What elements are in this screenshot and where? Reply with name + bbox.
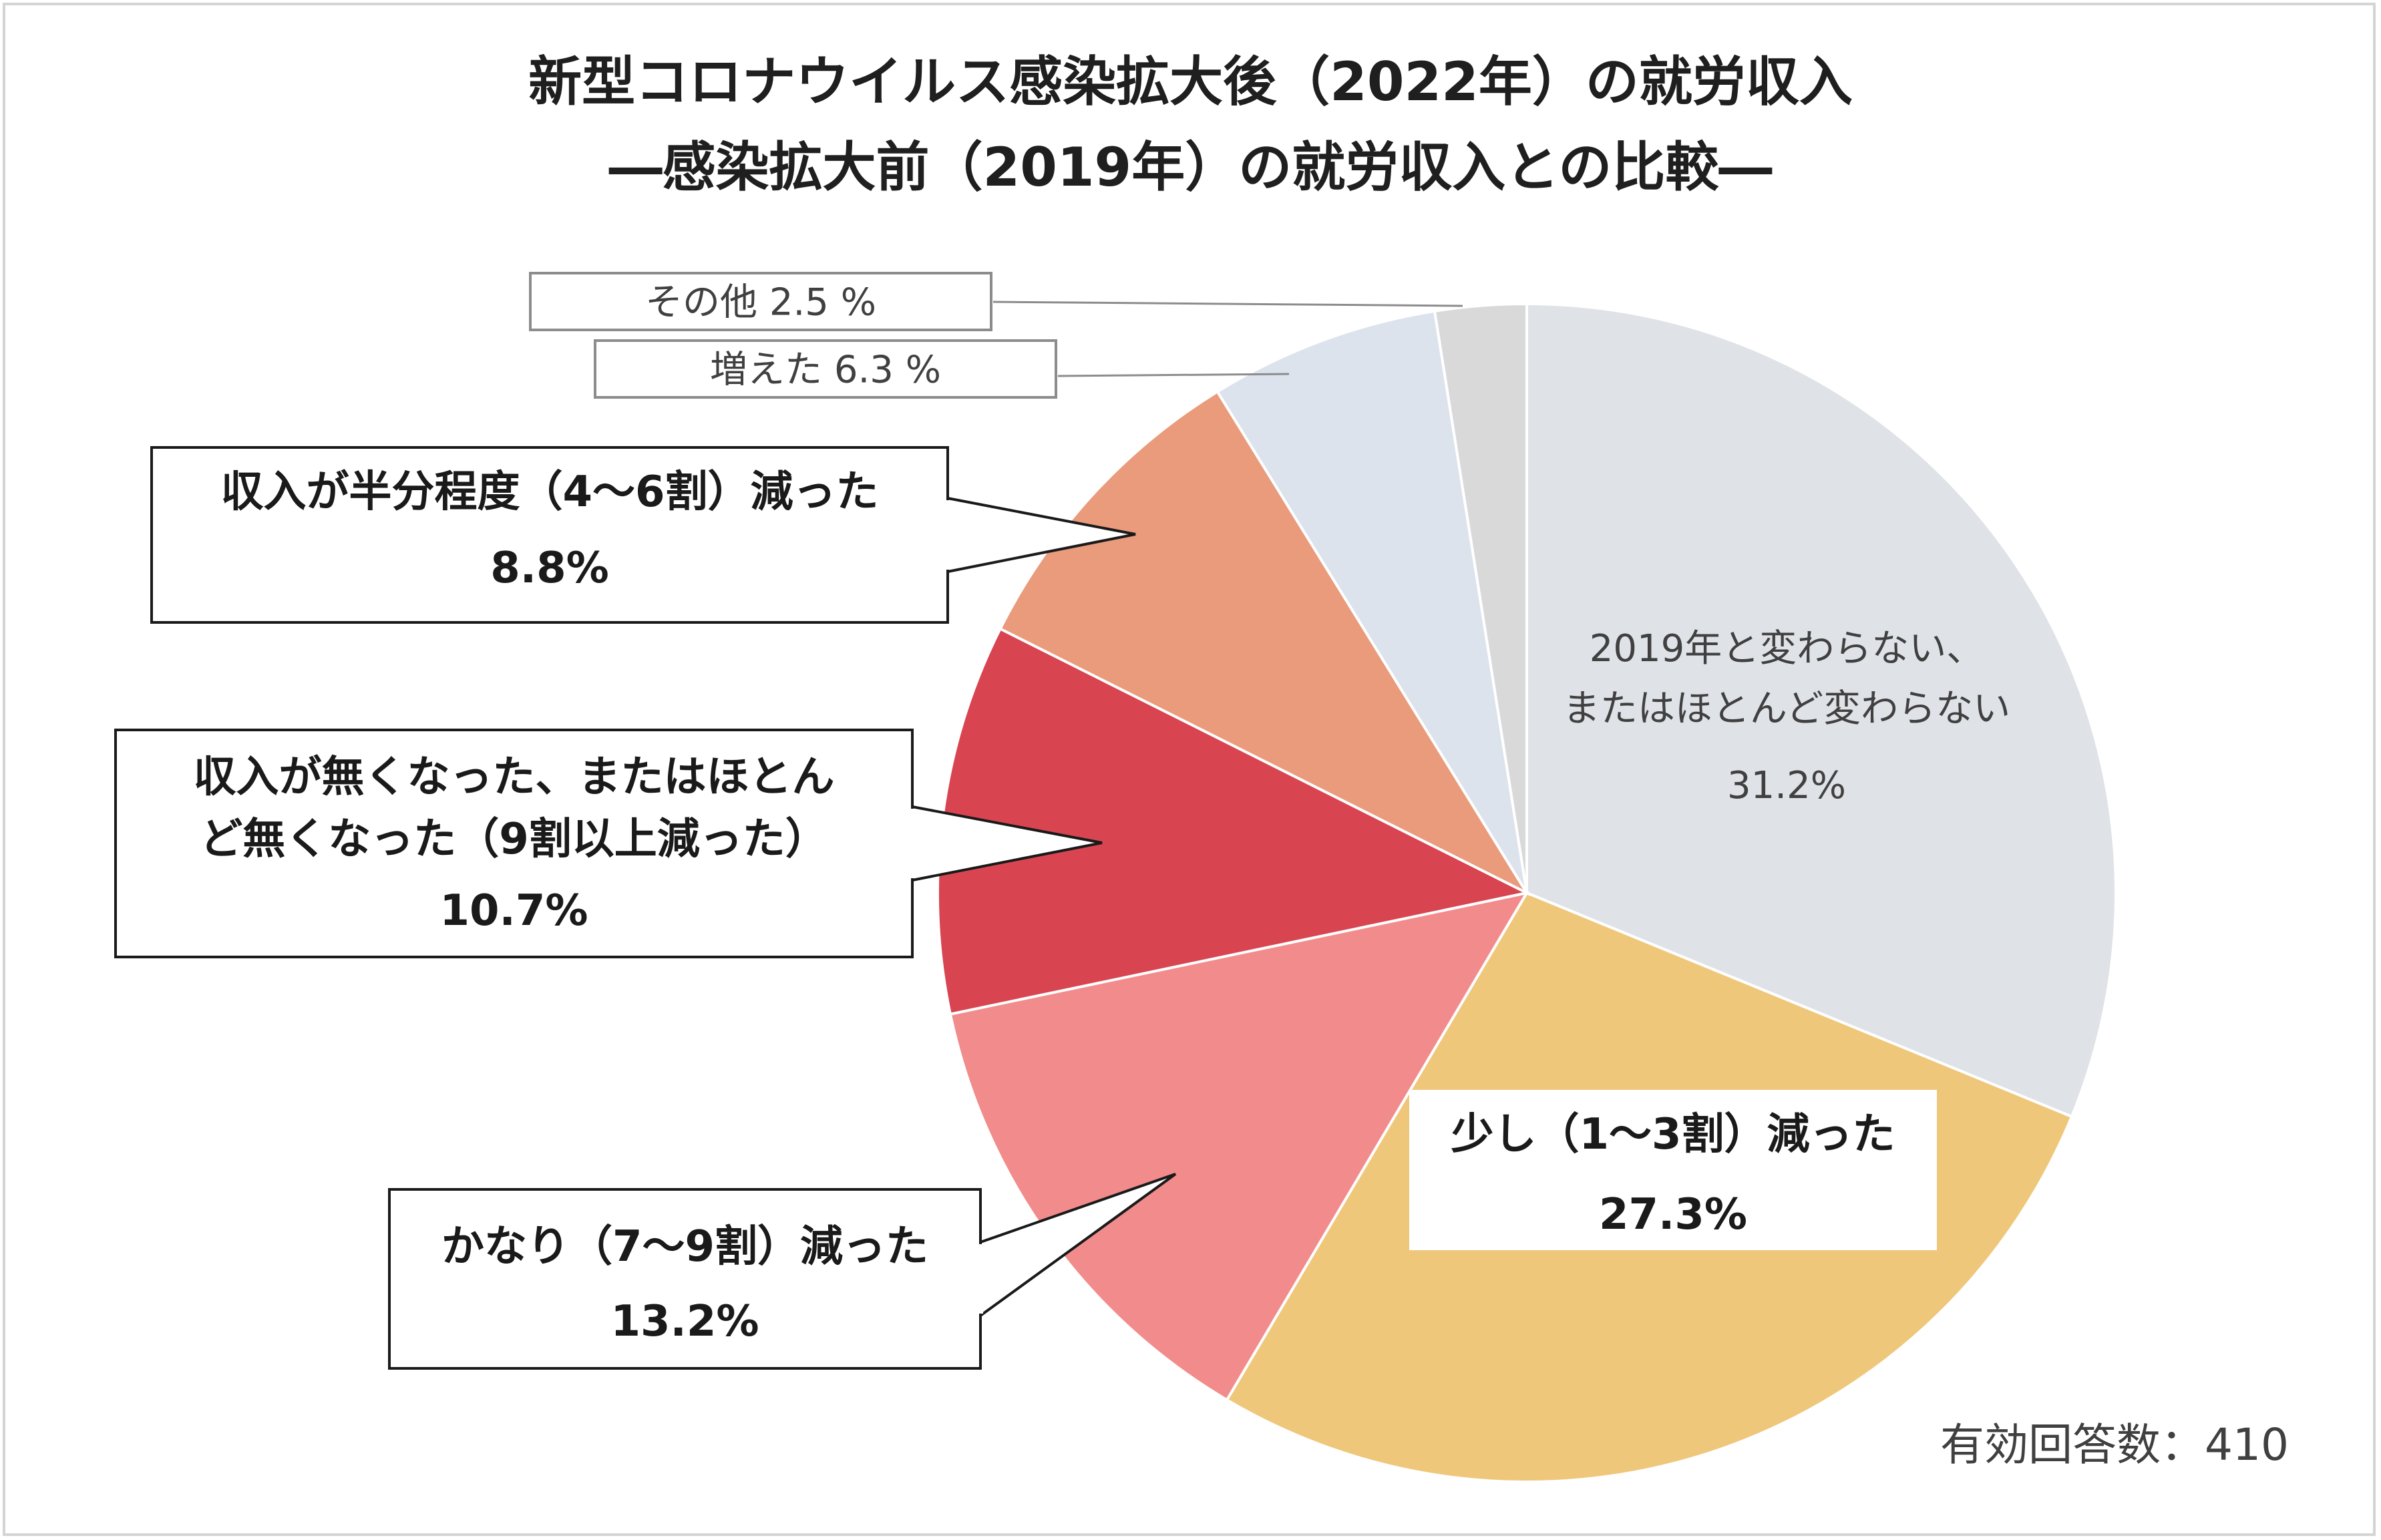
slice-value-4: 8.8% [490, 544, 609, 593]
response-count-note: 有効回答数：410 [1940, 1419, 2289, 1471]
pie-slice-4 [998, 389, 1531, 896]
slice-label-3-line-1: ど無くなった（9割以上減った） [200, 815, 828, 864]
callout-box-1 [1409, 1090, 1937, 1250]
slice-value-0: 31.2% [1727, 764, 1846, 807]
slice-value-1: 27.3% [1599, 1190, 1747, 1239]
slice-value-2: 13.2% [610, 1297, 759, 1346]
callout-pointer-4 [947, 497, 1136, 573]
chart-title-line-2: ―感染拡大前（2019年）の就労収入との比較― [608, 136, 1773, 198]
callout-box-5 [594, 339, 1057, 399]
slice-label-5: 増えた 6.3 % [710, 349, 941, 392]
slice-label-text-6: その他 [645, 281, 769, 325]
chart-title-line-1: 新型コロナウイルス感染拡大後（2022年）の就労収入 [528, 51, 1853, 113]
slice-label-3-line-0: 収入が無くなった、またはほとん [194, 753, 835, 802]
slice-value-3: 10.7% [439, 886, 588, 936]
chart-frame [3, 3, 2376, 1536]
slice-label-0-line-0: 2019年と変わらない、 [1590, 627, 1984, 670]
pie-slice-5 [1216, 309, 1528, 894]
slice-label-1-line-0: 少し（1～3割）減った [1451, 1110, 1895, 1159]
slice-label-4-line-0: 収入が半分程度（4～6割）減った [220, 467, 878, 517]
callout-pointer-3 [912, 805, 1103, 882]
leader-line-5 [1057, 373, 1290, 377]
slice-value-5: 6.3 % [834, 349, 941, 392]
slice-label-2-line-0: かなり（7～9割）減った [441, 1222, 928, 1272]
callout-box-3 [114, 729, 914, 958]
pie-slice-6 [1433, 302, 1528, 894]
slice-value-6: 2.5 % [769, 281, 876, 325]
callout-pointer-2 [979, 1173, 1177, 1317]
pie-slice-0 [1525, 302, 2117, 1119]
leader-line-6 [992, 301, 1463, 307]
slice-label-6: その他 2.5 % [645, 281, 876, 325]
callout-box-2 [388, 1188, 982, 1370]
slice-label-0-line-1: またはほとんど変わらない [1563, 687, 2010, 731]
callout-box-6 [529, 272, 992, 331]
slice-label-text-5: 増えた [710, 349, 834, 392]
